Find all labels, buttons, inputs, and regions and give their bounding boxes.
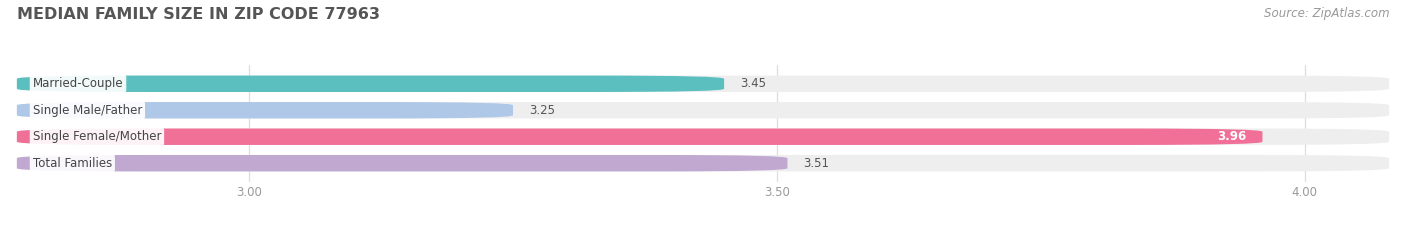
FancyBboxPatch shape	[17, 129, 1389, 145]
Text: 3.45: 3.45	[740, 77, 766, 90]
Text: Single Female/Mother: Single Female/Mother	[32, 130, 162, 143]
Text: Single Male/Father: Single Male/Father	[32, 104, 142, 117]
Text: 3.51: 3.51	[803, 157, 830, 170]
Text: 3.96: 3.96	[1218, 130, 1247, 143]
FancyBboxPatch shape	[17, 75, 724, 92]
FancyBboxPatch shape	[17, 102, 1389, 118]
Text: MEDIAN FAMILY SIZE IN ZIP CODE 77963: MEDIAN FAMILY SIZE IN ZIP CODE 77963	[17, 7, 380, 22]
FancyBboxPatch shape	[17, 155, 1389, 171]
Text: Total Families: Total Families	[32, 157, 112, 170]
FancyBboxPatch shape	[17, 129, 1263, 145]
FancyBboxPatch shape	[17, 155, 787, 171]
Text: Married-Couple: Married-Couple	[32, 77, 124, 90]
FancyBboxPatch shape	[17, 102, 513, 118]
Text: 3.25: 3.25	[529, 104, 555, 117]
Text: Source: ZipAtlas.com: Source: ZipAtlas.com	[1264, 7, 1389, 20]
FancyBboxPatch shape	[17, 75, 1389, 92]
